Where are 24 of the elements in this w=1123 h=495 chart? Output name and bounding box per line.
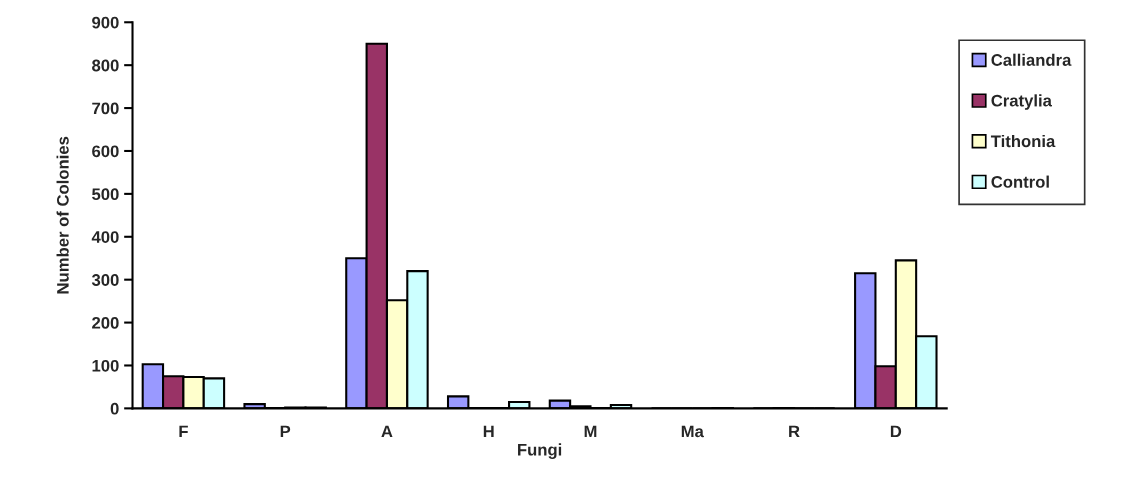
x-tick-label: R bbox=[789, 425, 800, 438]
x-tick-label: M bbox=[584, 425, 597, 438]
x-axis-title: Fungi bbox=[518, 443, 562, 459]
x-tick-label: Ma bbox=[681, 425, 704, 438]
x-tick-label: H bbox=[483, 425, 494, 438]
y-tick-label: 500 bbox=[92, 188, 119, 201]
y-tick-label: 100 bbox=[92, 359, 119, 372]
legend-label: Cratylia bbox=[991, 94, 1053, 110]
legend-label: Calliandra bbox=[991, 53, 1072, 66]
y-tick-label: 800 bbox=[92, 59, 119, 72]
legend-label: Control bbox=[991, 175, 1049, 188]
y-tick-label: 900 bbox=[92, 16, 119, 29]
y-tick-label: 200 bbox=[92, 316, 119, 329]
x-tick-label: A bbox=[381, 425, 393, 438]
x-tick-label: F bbox=[179, 425, 188, 438]
y-tick-label: 300 bbox=[91, 274, 119, 286]
y-tick-label: 600 bbox=[92, 145, 119, 158]
y-tick-label: 0 bbox=[110, 402, 119, 415]
y-axis-title: Number of Colonies bbox=[56, 136, 69, 294]
x-tick-label: P bbox=[280, 425, 291, 438]
legend-label: Tithonia bbox=[990, 134, 1056, 148]
x-tick-label: D bbox=[890, 425, 902, 438]
y-tick-label: 700 bbox=[92, 102, 119, 115]
y-tick-label: 400 bbox=[91, 231, 119, 243]
